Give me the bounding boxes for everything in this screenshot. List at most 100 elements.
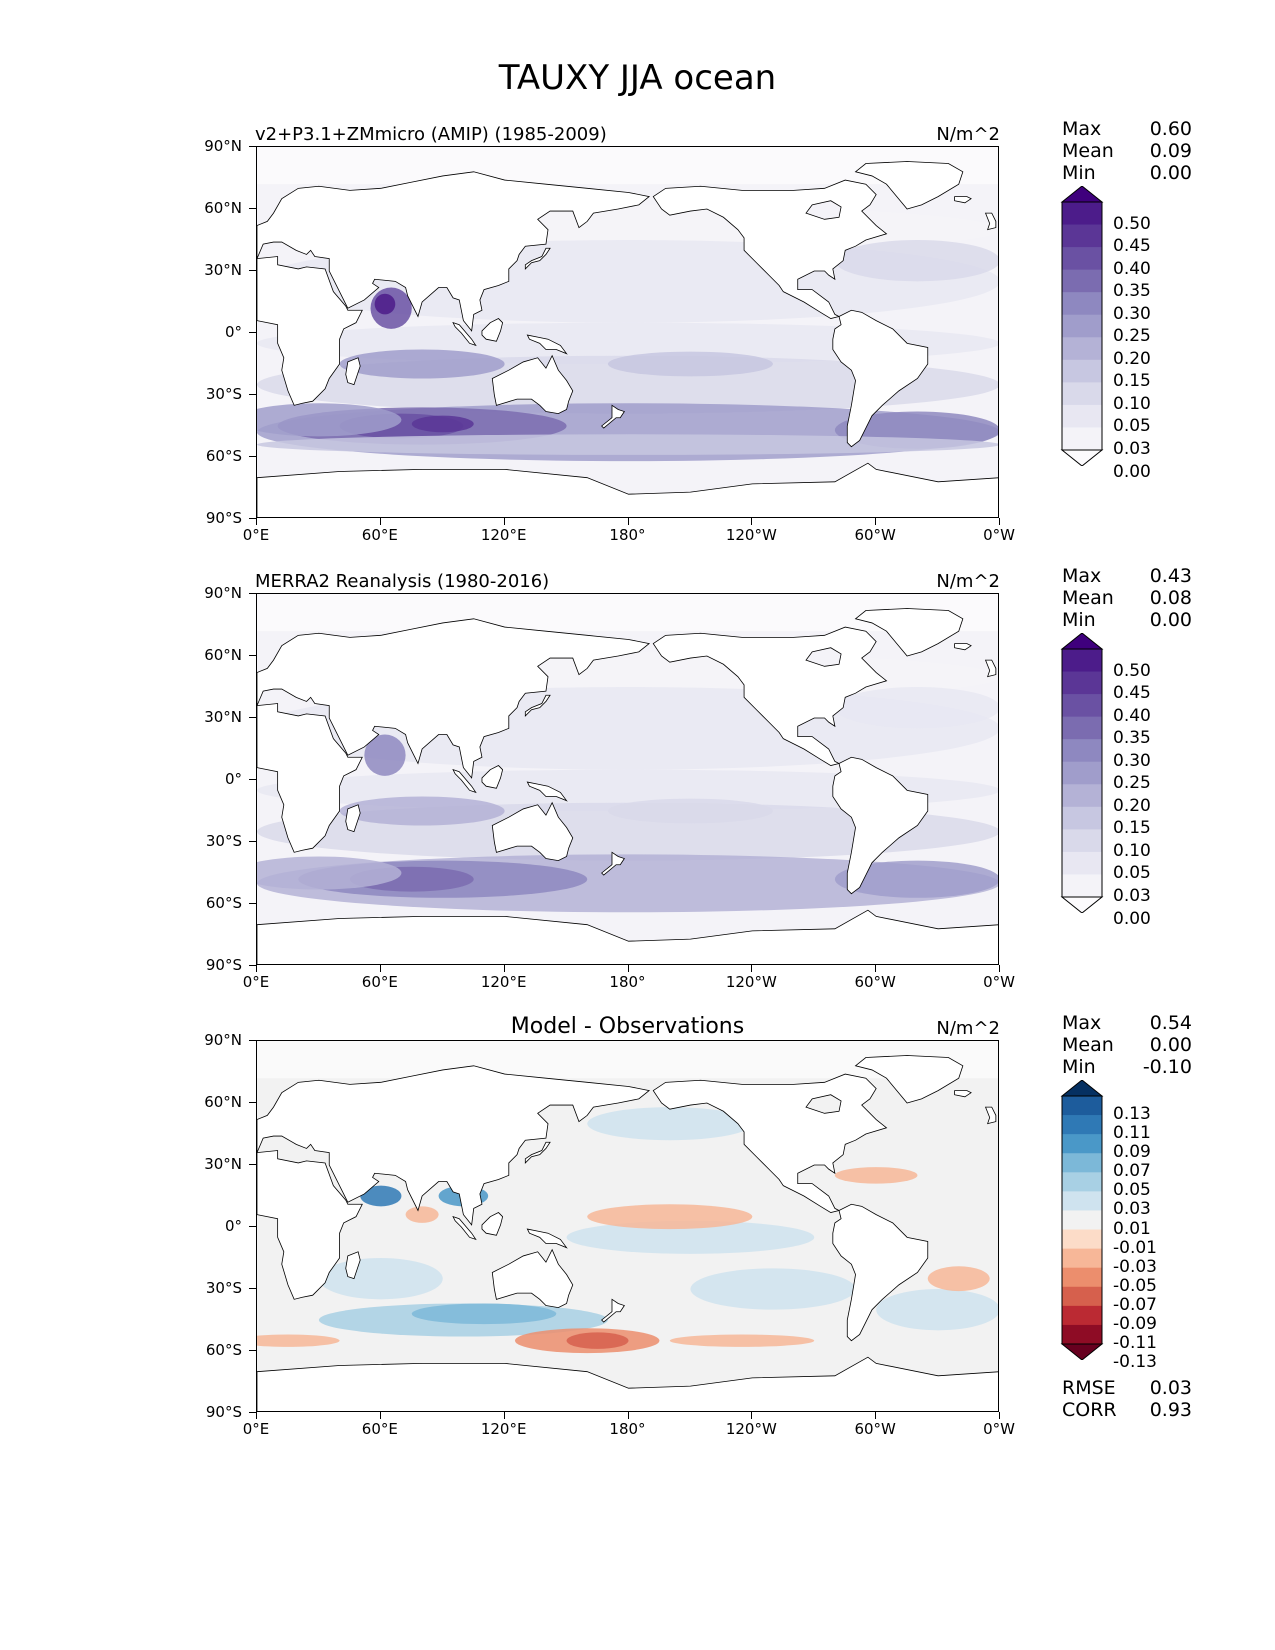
obs-cbar-swatch <box>1062 716 1102 740</box>
obs-cbar-swatch <box>1062 694 1102 718</box>
diff-lat-tick <box>249 1350 256 1351</box>
stat-value: 0.60 <box>1149 118 1192 140</box>
obs-land-antarctica <box>257 909 998 964</box>
obs-cbar-swatch <box>1062 829 1102 853</box>
model-cbar-swatch <box>1062 337 1102 361</box>
model-cbar-label: 0.20 <box>1113 348 1151 369</box>
model-land-africa <box>257 256 363 406</box>
model-lon-tick-label: 120°W <box>725 526 777 544</box>
obs-cbar-swatch <box>1062 671 1102 695</box>
diff-lon-tick-label: 60°W <box>854 1420 896 1438</box>
obs-map[interactable] <box>256 593 999 965</box>
obs-cbar-label: 0.50 <box>1113 660 1151 681</box>
diff-lat-tick-label: 90°N <box>204 1031 242 1049</box>
model-land-borneo <box>481 318 504 342</box>
model-cbar-swatch <box>1062 224 1102 248</box>
diff-lon-tick <box>627 1412 629 1419</box>
obs-stats: Max 0.43 Mean 0.08 Min 0.00 <box>1062 565 1192 631</box>
model-cbar-swatch <box>1062 314 1102 338</box>
diff-cbar-label: 0.05 <box>1113 1180 1151 1201</box>
model-lon-tick-label: 120°E <box>480 526 527 544</box>
model-field-contour <box>374 293 396 315</box>
obs-lon-tick-label: 0°E <box>242 973 270 991</box>
model-cbar-label: 0.05 <box>1113 416 1151 437</box>
model-lat-tick-label: 30°N <box>204 261 242 279</box>
model-lon-tick <box>999 518 1000 525</box>
diff-land-south-america <box>832 1203 929 1342</box>
obs-lat-tick <box>249 655 256 656</box>
diff-cbar-label: 0.11 <box>1113 1123 1151 1144</box>
diff-stat-mean: Mean 0.00 <box>1062 1034 1192 1056</box>
diff-cbar-label: -0.09 <box>1113 1313 1157 1334</box>
diff-lat-tick-label: 60°N <box>204 1093 242 1111</box>
diff-cbar-swatch <box>1062 1172 1102 1192</box>
obs-cbar-label: 0.10 <box>1113 840 1151 861</box>
obs-field-contour <box>364 734 406 776</box>
diff-stat-min: Min -0.10 <box>1062 1056 1192 1078</box>
diff-cbar-swatch <box>1062 1115 1102 1135</box>
obs-land-borneo <box>481 765 504 789</box>
model-lon-tick <box>875 518 877 525</box>
diff-lon-tick <box>999 1412 1000 1419</box>
model-units: N/m^2 <box>936 124 1000 145</box>
diff-lon-tick-label: 60°E <box>361 1420 398 1438</box>
stat-label: Mean <box>1062 1034 1114 1056</box>
obs-land-madagascar <box>345 804 361 833</box>
diff-cbar-swatch <box>1062 1324 1102 1345</box>
diff-field-contour <box>587 1204 753 1230</box>
diff-land-eurasia <box>257 1065 651 1226</box>
diff-lon-tick-label: 120°W <box>725 1420 777 1438</box>
obs-land-new-guinea <box>526 781 568 802</box>
model-land-eurasia <box>257 171 651 332</box>
model-cbar-label: 0.00 <box>1113 461 1151 482</box>
obs-stat-mean: Mean 0.08 <box>1062 587 1192 609</box>
diff-land-iceland <box>954 1090 972 1098</box>
obs-lon-tick-label: 120°W <box>725 973 777 991</box>
obs-cbar-swatch <box>1062 874 1102 898</box>
stat-value: 0.00 <box>1149 1034 1192 1056</box>
diff-field-contour <box>927 1266 990 1292</box>
obs-lon-tick <box>999 965 1000 972</box>
diff-stat-corr: CORR 0.93 <box>1062 1399 1192 1421</box>
model-lon-tick <box>379 518 381 525</box>
obs-cbar-label: 0.00 <box>1113 908 1151 929</box>
model-field-contour <box>834 240 998 282</box>
obs-field-contour <box>834 687 998 729</box>
model-land-japan <box>524 247 551 270</box>
diff-field-contour <box>669 1334 815 1347</box>
obs-field-contour <box>834 860 998 898</box>
diff-field-contour <box>405 1206 439 1223</box>
obs-lon-tick-label: 60°W <box>854 973 896 991</box>
model-cbar-swatch <box>1062 382 1102 406</box>
model-lat-tick-label: 0° <box>224 323 242 341</box>
stat-label: Max <box>1062 1012 1102 1034</box>
model-map[interactable] <box>256 146 999 518</box>
model-lon-tick <box>256 518 257 525</box>
diff-land-new-guinea <box>526 1228 568 1249</box>
obs-land-sumatra <box>452 768 477 794</box>
diff-map[interactable] <box>256 1040 999 1412</box>
model-land-iceland <box>954 196 972 204</box>
model-lat-tick <box>249 270 256 271</box>
diff-land-madagascar <box>345 1251 361 1280</box>
diff-cbar-label: -0.07 <box>1113 1294 1157 1315</box>
obs-lat-tick <box>249 841 256 842</box>
model-land-south-america <box>832 309 929 448</box>
diff-land-antarctica <box>257 1356 998 1411</box>
model-colorbar <box>1058 185 1106 467</box>
obs-cbar-label: 0.45 <box>1113 683 1151 704</box>
obs-land-new-zealand <box>601 851 625 876</box>
stat-value: 0.00 <box>1149 609 1192 631</box>
obs-lat-tick <box>249 779 256 780</box>
diff-error-stats: RMSE 0.03 CORR 0.93 <box>1062 1377 1192 1421</box>
model-cbar-label: 0.30 <box>1113 303 1151 324</box>
model-field-contour <box>257 434 998 455</box>
stat-label: RMSE <box>1062 1377 1116 1399</box>
obs-lon-tick-label: 120°E <box>480 973 527 991</box>
stat-value: 0.54 <box>1149 1012 1192 1034</box>
model-cbar-swatch <box>1062 427 1102 451</box>
diff-cbar-swatch <box>1062 1286 1102 1307</box>
stat-value: 0.00 <box>1149 162 1192 184</box>
obs-lat-tick-label: 60°S <box>205 894 242 912</box>
